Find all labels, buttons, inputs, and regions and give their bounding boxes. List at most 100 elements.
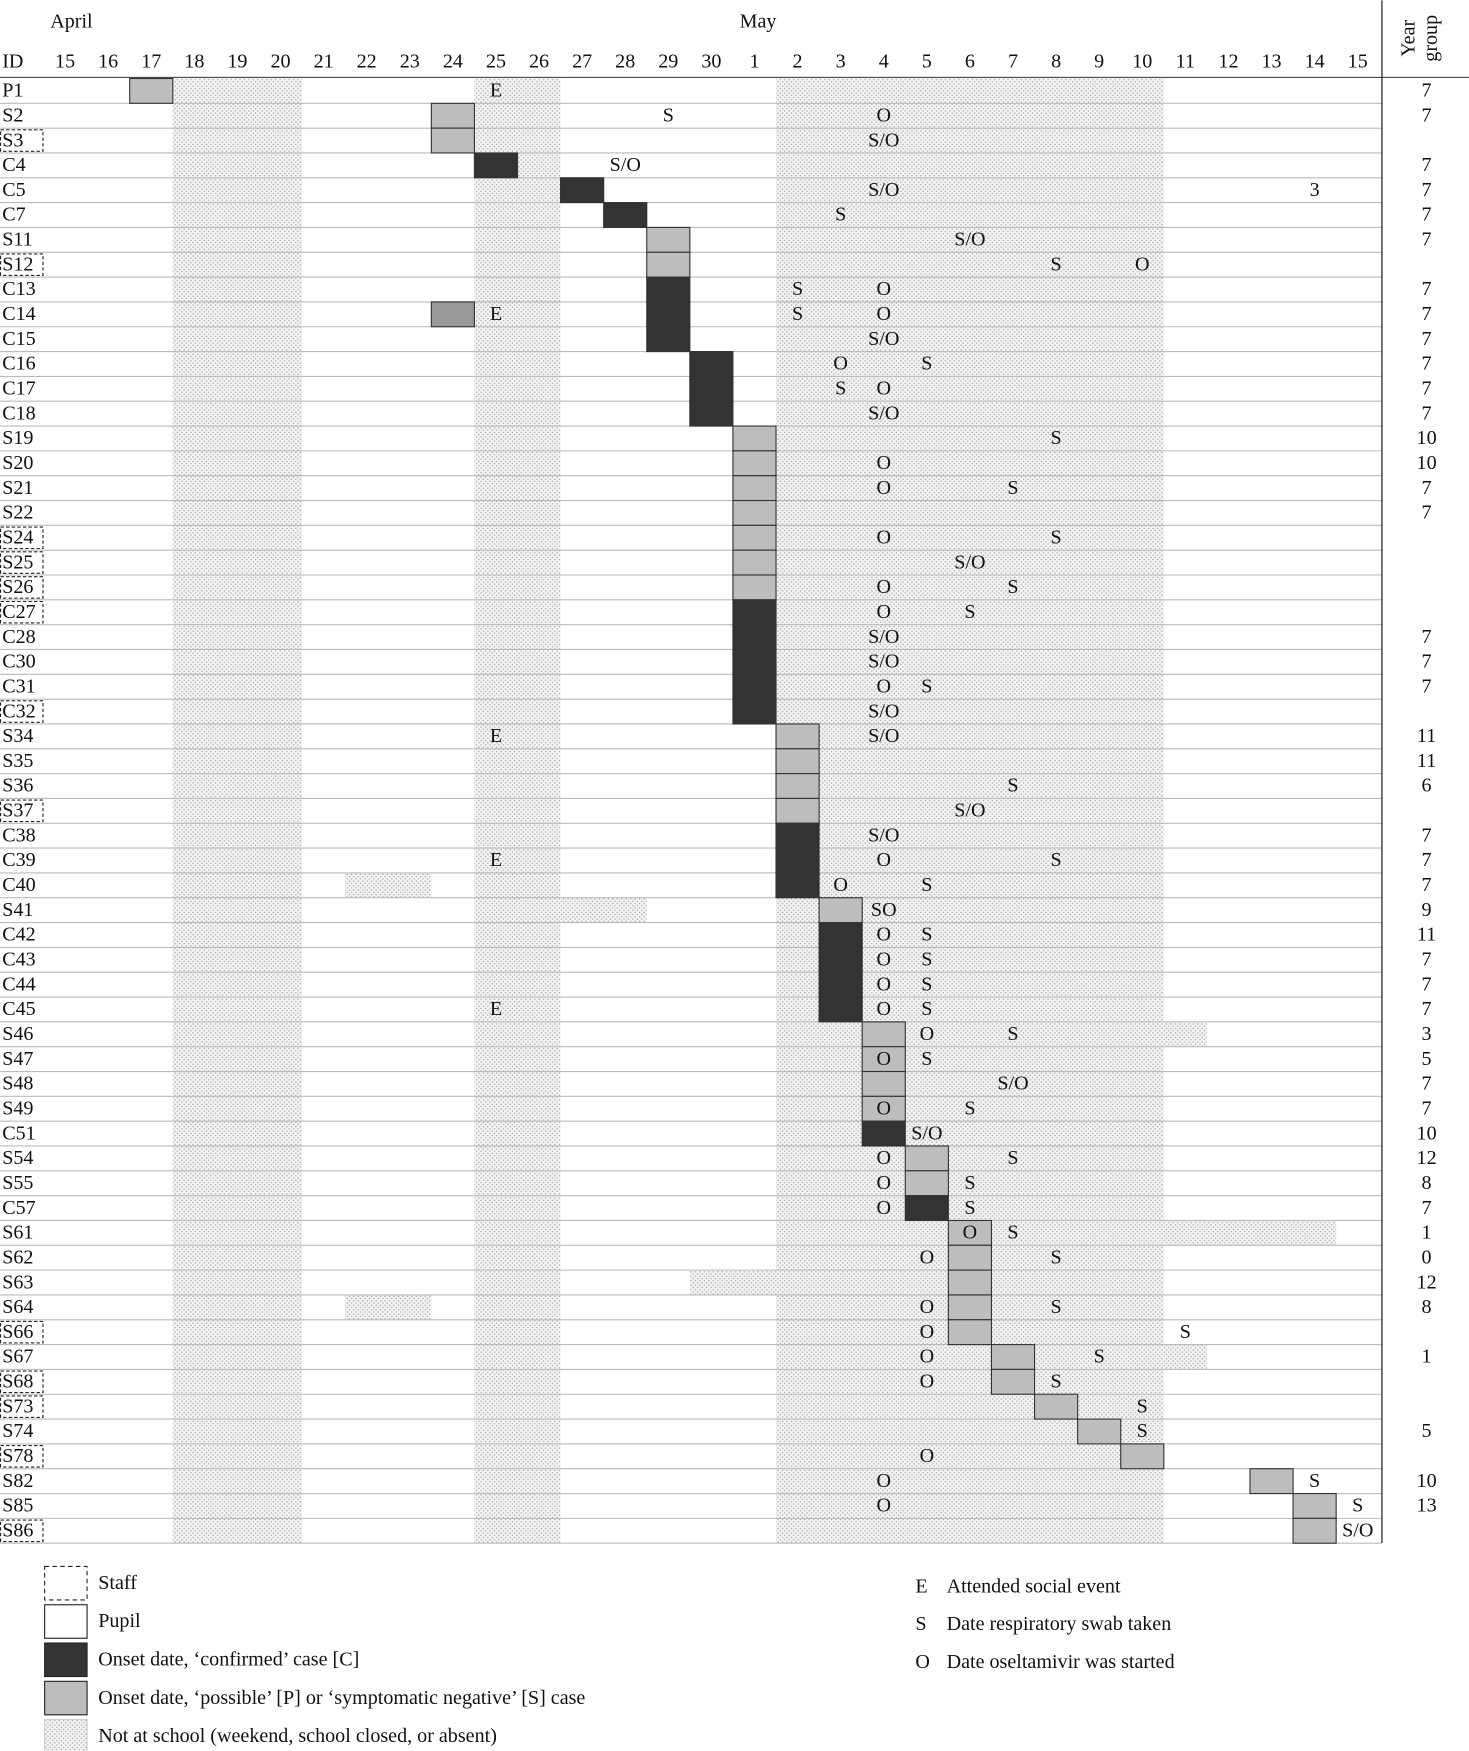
event-marker: O (876, 1048, 891, 1070)
event-marker: O (876, 1097, 891, 1119)
event-marker: S/O (610, 154, 641, 176)
year-group: 7 (1422, 80, 1432, 102)
event-marker: O (920, 1445, 935, 1467)
case-id: C31 (2, 675, 35, 697)
day-label: 27 (572, 50, 592, 72)
onset-possible (1033, 1393, 1079, 1420)
day-label: 7 (1008, 50, 1018, 72)
case-id: S66 (2, 1321, 33, 1343)
onset-confirmed (775, 872, 820, 899)
case-id: S41 (2, 899, 33, 921)
staff-box (0, 700, 44, 723)
case-id: C43 (2, 949, 35, 971)
onset-possible (904, 1170, 949, 1197)
year-header: Year (1397, 19, 1419, 56)
event-marker: S (921, 353, 932, 375)
month-label: May (740, 10, 777, 32)
day-label: 26 (529, 50, 549, 72)
event-marker: S (1051, 849, 1062, 871)
day-label: 2 (793, 50, 803, 72)
event-marker: O (920, 1246, 935, 1268)
legend-key: S (915, 1613, 926, 1635)
onset-confirmed (732, 648, 777, 675)
case-id: C30 (2, 651, 35, 673)
event-marker: S (1007, 477, 1018, 499)
case-id: C14 (2, 303, 35, 325)
legend-label: Onset date, ‘confirmed’ case [C] (98, 1649, 359, 1671)
day-label: 14 (1305, 50, 1325, 72)
onset-confirmed (818, 971, 863, 998)
event-marker: E (490, 998, 502, 1020)
onset-confirmed (732, 624, 777, 651)
staff-box (0, 1395, 44, 1418)
event-marker: O (1135, 253, 1150, 275)
legend-label: Attended social event (947, 1575, 1121, 1597)
onset-possible (646, 226, 691, 253)
event-marker: 3 (1310, 179, 1320, 201)
onset-possible (1249, 1468, 1294, 1495)
event-marker: O (876, 675, 891, 697)
id-header: ID (2, 50, 23, 72)
year-group: 7 (1422, 502, 1432, 524)
year-group: 7 (1422, 477, 1432, 499)
day-label: 28 (615, 50, 635, 72)
onset-possible (1292, 1517, 1337, 1544)
event-marker: S (1007, 1023, 1018, 1045)
onset-confirmed (646, 326, 691, 353)
event-marker: O (876, 104, 891, 126)
closed-day (1077, 78, 1121, 1544)
event-marker: S (1051, 1371, 1062, 1393)
day-label: 10 (1132, 50, 1152, 72)
onset-possible (861, 1046, 906, 1073)
year-group: 7 (1422, 353, 1432, 375)
case-id: C16 (2, 353, 35, 375)
day-label: 30 (701, 50, 721, 72)
staff-box (0, 1445, 44, 1468)
closed-day (991, 78, 1035, 1544)
onset-possible (430, 102, 475, 129)
year-group: 7 (1422, 1097, 1432, 1119)
year-group: 8 (1422, 1296, 1432, 1318)
absence (345, 872, 432, 898)
event-marker: O (963, 1222, 978, 1244)
year-group: 8 (1422, 1172, 1432, 1194)
year-group: 7 (1422, 949, 1432, 971)
staff-box (0, 600, 44, 624)
legend-key: O (915, 1651, 930, 1673)
day-label: 24 (443, 50, 463, 72)
closed-day (215, 78, 259, 1544)
event-marker: S (1051, 1246, 1062, 1268)
year-group: 7 (1422, 1073, 1432, 1095)
absence (560, 897, 647, 923)
case-id: S55 (2, 1172, 33, 1194)
event-marker: S (964, 1197, 975, 1219)
day-label: 15 (55, 50, 75, 72)
event-marker: O (876, 924, 891, 946)
year-group: 11 (1417, 924, 1436, 946)
case-id: P1 (2, 80, 23, 102)
event-marker: S/O (954, 229, 985, 251)
onset-possible (818, 897, 863, 924)
event-marker: O (920, 1371, 935, 1393)
legend-swatch (44, 1604, 88, 1639)
onset-possible (861, 1070, 906, 1097)
day-label: 16 (98, 50, 118, 72)
closed-day (905, 78, 949, 1544)
onset-confirmed (689, 400, 734, 427)
case-id: S49 (2, 1097, 33, 1119)
year-group: 10 (1417, 427, 1437, 449)
event-marker: O (920, 1321, 935, 1343)
event-marker: E (490, 725, 502, 747)
event-marker: S (921, 949, 932, 971)
year-group: 7 (1422, 1197, 1432, 1219)
onset-confirmed (775, 822, 820, 849)
event-marker: S/O (868, 700, 899, 722)
case-id: C40 (2, 874, 35, 896)
case-id: S20 (2, 452, 33, 474)
case-id: S82 (2, 1470, 33, 1492)
year-group: 5 (1422, 1420, 1432, 1442)
day-label: 29 (658, 50, 678, 72)
onset-possible (775, 797, 820, 824)
case-id: S35 (2, 750, 33, 772)
